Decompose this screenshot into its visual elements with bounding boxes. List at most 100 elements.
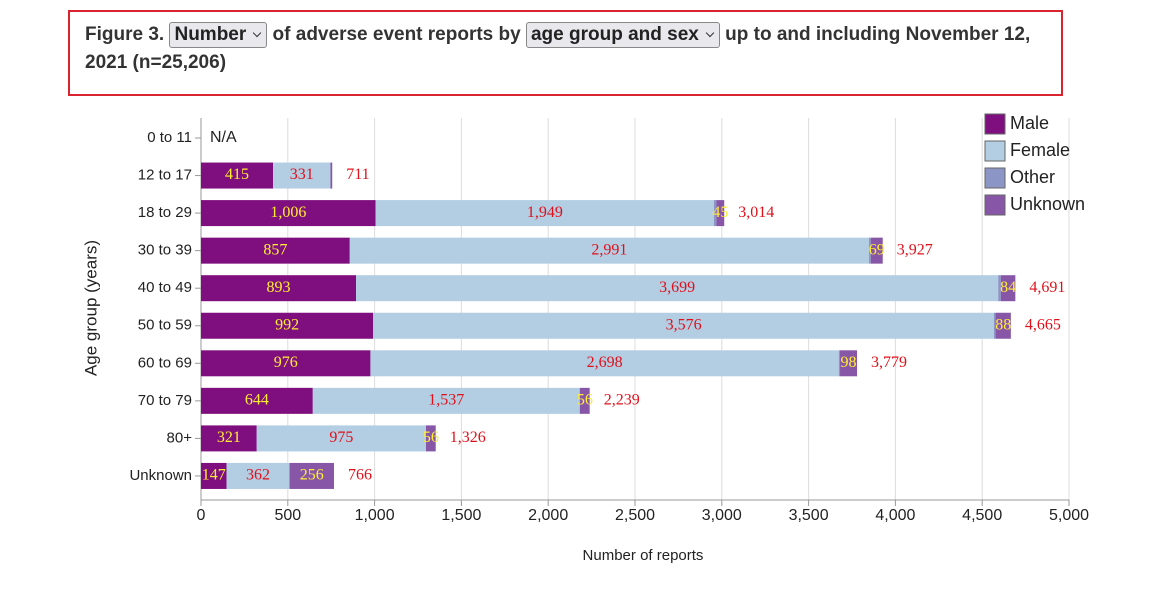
value-label: 147 [202, 467, 226, 484]
value-label: 362 [246, 467, 270, 484]
value-label: 644 [245, 392, 269, 409]
value-label: 331 [290, 166, 314, 183]
total-label: 4,691 [1029, 279, 1065, 296]
annotation: N/A [210, 129, 237, 146]
value-label: 69 [869, 241, 885, 258]
y-tick-label: Unknown [129, 467, 192, 484]
title-middle: of adverse event reports by [272, 24, 521, 45]
bar-segment [838, 350, 841, 377]
value-label: 3,699 [659, 279, 695, 296]
bar-segment [312, 387, 580, 414]
x-axis-label: Number of reports [583, 547, 704, 564]
bar-segment [226, 462, 290, 489]
value-label: 84 [1000, 279, 1016, 296]
x-tick-label: 500 [274, 507, 301, 524]
y-tick-label: 30 to 39 [138, 242, 192, 259]
value-label: 56 [423, 429, 439, 446]
y-tick-label: 50 to 59 [138, 317, 192, 334]
title-suffix: up to and including November 12, 2021 (n… [85, 24, 1031, 73]
total-label: 3,927 [897, 241, 933, 258]
bar-segment [370, 350, 839, 377]
measure-select[interactable]: Number [169, 22, 268, 48]
x-tick-label: 1,500 [441, 507, 481, 524]
value-label: 3,576 [666, 316, 702, 333]
value-label: 1,537 [428, 392, 464, 409]
y-tick-label: 70 to 79 [138, 392, 192, 409]
bar-segment [869, 237, 871, 264]
x-tick-label: 4,000 [875, 507, 915, 524]
x-tick-label: 2,000 [528, 507, 568, 524]
total-label: 3,779 [871, 354, 907, 371]
bar-segment [349, 237, 870, 264]
legend-swatch [984, 140, 1006, 162]
y-tick-label: 0 to 11 [147, 129, 192, 146]
total-label: 766 [348, 467, 372, 484]
bar-segment [201, 387, 313, 414]
value-label: 45 [712, 204, 728, 221]
bar-segment [840, 350, 858, 377]
value-label: 893 [267, 279, 291, 296]
value-label: 88 [995, 316, 1011, 333]
bar-segment [998, 275, 1001, 302]
bar-segment [273, 162, 331, 189]
value-label: 415 [225, 166, 249, 183]
bar-segment [201, 350, 371, 377]
x-tick-label: 1,000 [355, 507, 395, 524]
bar-segment [425, 425, 436, 452]
figure-title: Figure 3. Number of adverse event report… [68, 10, 1063, 96]
x-tick-label: 3,500 [789, 507, 829, 524]
value-label: 857 [263, 241, 287, 258]
total-label: 3,014 [738, 204, 774, 221]
y-tick-label: 40 to 49 [138, 279, 192, 296]
bar-segment [201, 237, 350, 264]
bar-segment [201, 162, 274, 189]
value-label: 56 [577, 392, 593, 409]
total-label: 4,665 [1025, 316, 1061, 333]
x-tick-label: 2,500 [615, 507, 655, 524]
legend-swatch [984, 194, 1006, 216]
value-label: 321 [217, 429, 241, 446]
legend-swatch [984, 113, 1006, 135]
y-tick-label: 80+ [167, 429, 193, 446]
bar-segment [713, 200, 717, 227]
bar-segment [870, 237, 883, 264]
bar-segment [373, 312, 995, 339]
bar-segment [256, 425, 426, 452]
bar-segment [375, 200, 714, 227]
bar-segment [1000, 275, 1016, 302]
y-tick-label: 18 to 29 [138, 204, 192, 221]
y-axis-label: Age group (years) [81, 240, 100, 376]
legend-swatch [984, 167, 1006, 189]
x-tick-label: 0 [197, 507, 206, 524]
bar-segment [201, 200, 376, 227]
total-label: 1,326 [450, 429, 486, 446]
bar-segment [579, 387, 590, 414]
x-tick-label: 4,500 [962, 507, 1002, 524]
bar-segment [716, 200, 725, 227]
bar-segment [995, 312, 1011, 339]
value-label: 1,006 [270, 204, 306, 221]
bar-segment [994, 312, 996, 339]
x-tick-label: 3,000 [702, 507, 742, 524]
legend-label: Male [1010, 113, 1049, 133]
bar-segment [289, 462, 334, 489]
bar-segment [201, 312, 374, 339]
value-label: 976 [274, 354, 298, 371]
y-tick-label: 60 to 69 [138, 354, 192, 371]
legend-label: Other [1010, 167, 1055, 187]
group-select[interactable]: age group and sex [525, 22, 720, 48]
value-label: 975 [329, 429, 353, 446]
value-label: 992 [275, 316, 299, 333]
title-prefix: Figure 3. [85, 24, 165, 45]
value-label: 98 [841, 354, 857, 371]
total-label: 711 [346, 166, 369, 183]
bar-segment [330, 162, 333, 189]
bar-segment [356, 275, 999, 302]
value-label: 1,949 [527, 204, 563, 221]
value-label: 2,698 [587, 354, 623, 371]
legend-label: Unknown [1010, 194, 1085, 214]
x-tick-label: 5,000 [1049, 507, 1089, 524]
legend-label: Female [1010, 140, 1070, 160]
